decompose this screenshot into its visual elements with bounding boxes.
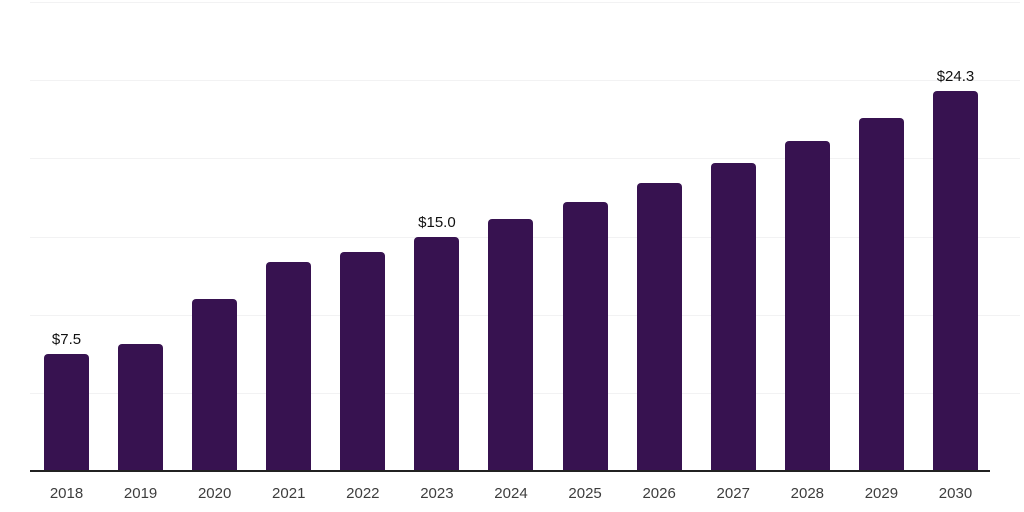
bar-2023 [414,236,460,471]
bar-2028 [784,141,830,471]
x-tick-2029: 2029 [864,485,899,502]
bar-2019 [118,344,164,471]
bar-2025 [562,202,608,471]
bar-2022 [340,252,386,471]
x-tick-2020: 2020 [197,485,232,502]
x-tick-2022: 2022 [346,485,380,502]
data-label-2030: $24.3 [936,68,975,86]
x-tick-2030: 2030 [938,485,973,502]
gridline-30 [30,2,1020,3]
gridline-25 [30,80,1020,82]
bar-2026 [636,183,682,471]
x-tick-2018: 2018 [49,485,84,502]
bar-2030 [932,91,978,471]
bar-2027 [710,163,756,471]
gridline-20 [30,158,1020,160]
bar-2021 [266,261,312,471]
x-tick-2028: 2028 [790,485,825,502]
bar-2024 [488,219,534,471]
x-tick-2027: 2027 [716,485,750,502]
bar-2020 [192,299,238,471]
bar-2029 [858,117,904,471]
x-tick-2021: 2021 [272,485,306,502]
x-tick-2023: 2023 [420,485,454,502]
data-label-2023: $15.0 [418,213,456,231]
data-label-2018: $7.5 [51,330,82,348]
x-tick-2025: 2025 [568,485,602,502]
x-axis-line [30,470,990,472]
bar-2018 [44,353,89,471]
x-tick-2026: 2026 [642,485,676,502]
x-tick-2019: 2019 [123,485,158,502]
x-tick-2024: 2024 [494,485,528,502]
